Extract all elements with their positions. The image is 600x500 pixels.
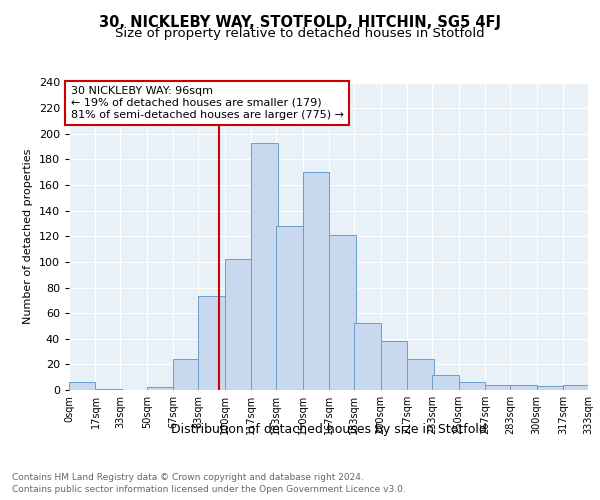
Bar xyxy=(432,374,458,390)
Bar xyxy=(173,359,200,390)
Bar xyxy=(407,359,434,390)
Bar xyxy=(354,324,381,390)
Bar xyxy=(69,382,95,390)
Bar xyxy=(147,388,173,390)
Text: Contains HM Land Registry data © Crown copyright and database right 2024.: Contains HM Land Registry data © Crown c… xyxy=(12,472,364,482)
Bar xyxy=(95,388,122,390)
Bar xyxy=(458,382,485,390)
Bar xyxy=(303,172,329,390)
Bar xyxy=(588,386,600,390)
Bar xyxy=(381,342,407,390)
Bar xyxy=(225,260,251,390)
Bar xyxy=(251,142,278,390)
Y-axis label: Number of detached properties: Number of detached properties xyxy=(23,148,33,324)
Bar xyxy=(536,386,563,390)
Bar xyxy=(199,296,225,390)
Text: Contains public sector information licensed under the Open Government Licence v3: Contains public sector information licen… xyxy=(12,485,406,494)
Text: Distribution of detached houses by size in Stotfold: Distribution of detached houses by size … xyxy=(171,422,487,436)
Bar xyxy=(276,226,303,390)
Bar xyxy=(485,385,512,390)
Bar xyxy=(510,385,536,390)
Text: Size of property relative to detached houses in Stotfold: Size of property relative to detached ho… xyxy=(115,28,485,40)
Bar xyxy=(329,235,356,390)
Bar xyxy=(563,385,590,390)
Text: 30, NICKLEBY WAY, STOTFOLD, HITCHIN, SG5 4FJ: 30, NICKLEBY WAY, STOTFOLD, HITCHIN, SG5… xyxy=(99,15,501,30)
Text: 30 NICKLEBY WAY: 96sqm
← 19% of detached houses are smaller (179)
81% of semi-de: 30 NICKLEBY WAY: 96sqm ← 19% of detached… xyxy=(71,86,344,120)
